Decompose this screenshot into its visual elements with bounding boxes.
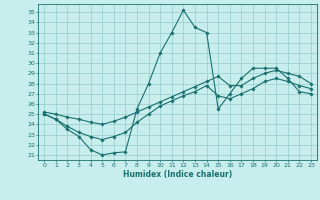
X-axis label: Humidex (Indice chaleur): Humidex (Indice chaleur) [123,170,232,179]
